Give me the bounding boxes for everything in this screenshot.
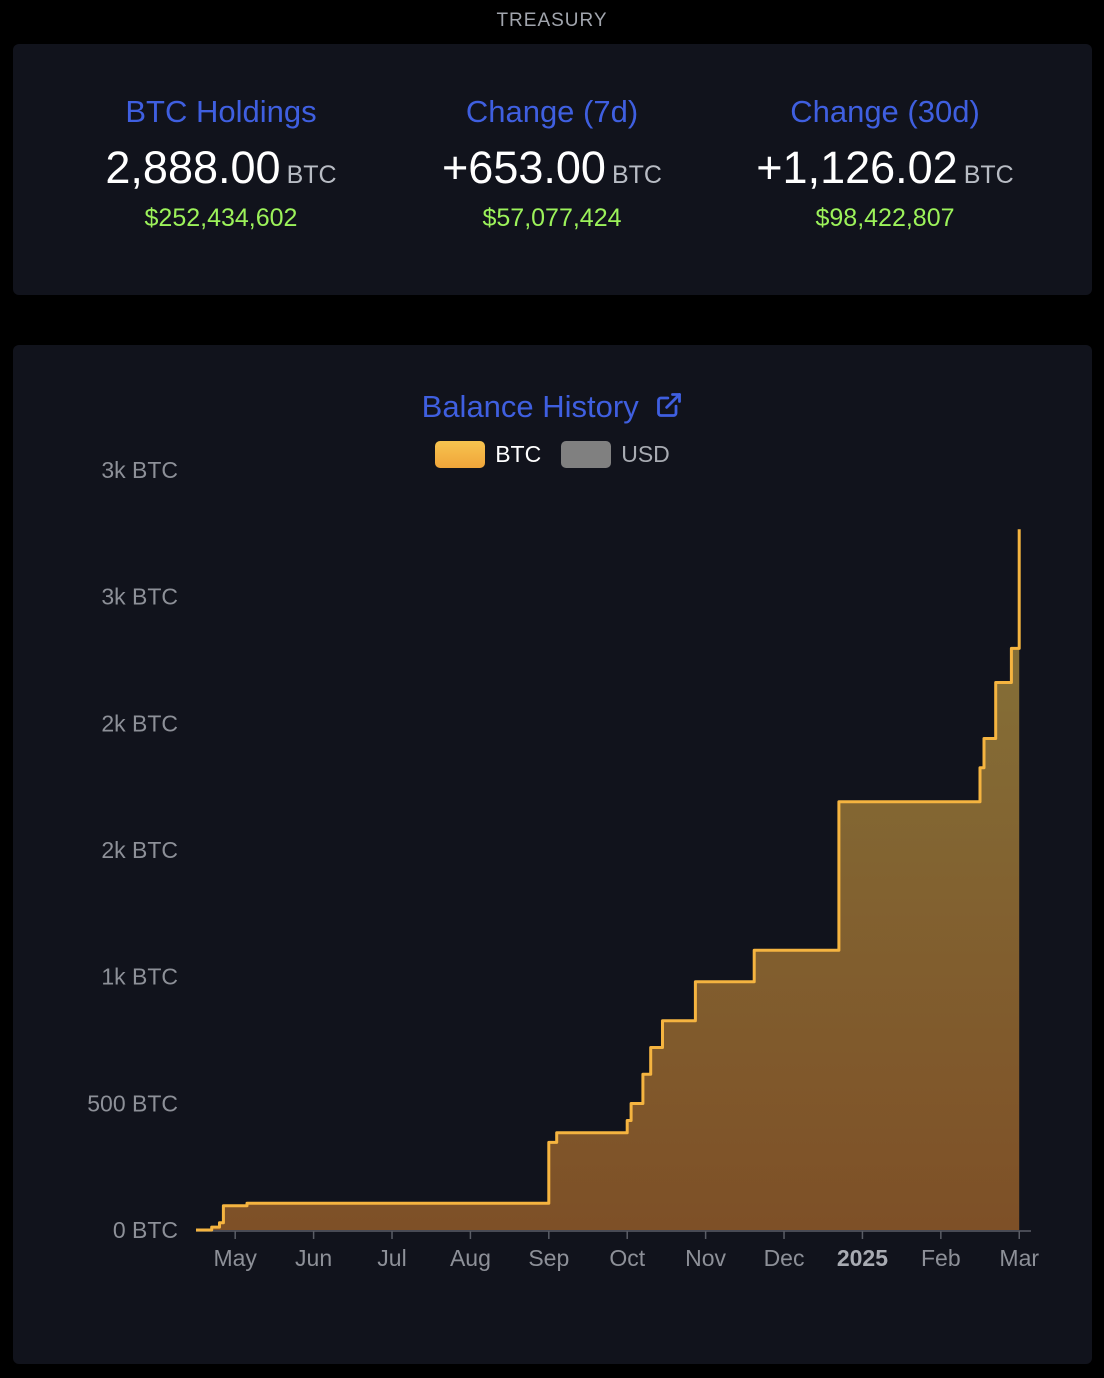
stat-value-row: +1,126.02 BTC (720, 142, 1050, 194)
stat-unit: BTC (963, 161, 1014, 189)
stat-change-7d: Change (7d) +653.00 BTC $57,077,424 (387, 44, 717, 233)
x-tick-label: Jun (295, 1245, 332, 1271)
stat-title[interactable]: BTC Holdings (125, 94, 317, 129)
external-link-icon[interactable] (655, 391, 683, 419)
stat-usd: $98,422,807 (815, 204, 955, 232)
stat-change-30d: Change (30d) +1,126.02 BTC $98,422,807 (720, 44, 1050, 233)
chart-title-link[interactable]: Balance History (13, 389, 1092, 425)
stat-value-row: +653.00 BTC (387, 142, 717, 194)
x-tick-label: May (213, 1245, 257, 1271)
legend-item-usd[interactable]: USD (561, 441, 670, 468)
section-label: TREASURY (496, 10, 608, 31)
y-tick-label: 3k BTC (101, 584, 178, 610)
stat-usd: $57,077,424 (482, 204, 622, 232)
legend-swatch-usd (561, 441, 612, 468)
legend-label-btc: BTC (495, 441, 542, 467)
stat-value: 2,888.00 (105, 142, 281, 193)
btc-series-line (196, 529, 1021, 1232)
y-tick-label: 3k BTC (101, 457, 178, 483)
y-tick-label: 0 BTC (113, 1217, 178, 1243)
x-tick-label: Aug (450, 1245, 491, 1271)
chart-title: Balance History (421, 389, 639, 424)
x-tick-label: Dec (764, 1245, 805, 1271)
y-tick-label: 2k BTC (101, 837, 178, 863)
legend-swatch-btc (435, 441, 486, 468)
chart-legend: BTC USD (13, 441, 1092, 468)
stats-card: BTC Holdings 2,888.00 BTC $252,434,602 Ch… (13, 44, 1092, 295)
x-tick-label: Jul (377, 1245, 406, 1271)
balance-history-chart: 0 BTC 500 BTC 1k BTC 2k BTC 2k BTC 3k BTC 3k B… (87, 457, 1039, 1271)
stat-unit: BTC (611, 161, 662, 189)
y-tick-label: 500 BTC (87, 1090, 178, 1116)
stat-btc-holdings: BTC Holdings 2,888.00 BTC $252,434,602 (56, 44, 386, 233)
legend-label-usd: USD (621, 441, 670, 467)
x-tick-label: Nov (685, 1245, 726, 1271)
btc-area-fill (196, 529, 1020, 1230)
x-tick-label: Sep (528, 1245, 569, 1271)
x-tick-label: Feb (921, 1245, 961, 1271)
x-tick-label: Mar (999, 1245, 1039, 1271)
stat-title[interactable]: Change (7d) (465, 94, 639, 129)
stat-unit: BTC (286, 161, 337, 189)
stat-usd: $252,434,602 (144, 204, 298, 232)
stat-title[interactable]: Change (30d) (790, 94, 980, 129)
y-tick-label: 2k BTC (101, 710, 178, 736)
stat-value: +653.00 (442, 142, 606, 193)
stat-value: +1,126.02 (756, 142, 958, 193)
stat-value-row: 2,888.00 BTC (56, 142, 386, 194)
x-tick-label: 2025 (837, 1245, 888, 1271)
y-tick-label: 1k BTC (101, 964, 178, 990)
x-tick-label: Oct (609, 1245, 645, 1271)
balance-history-card: Balance History BTC USD 0 BTC 500 BTC 1k B… (13, 345, 1092, 1364)
legend-item-btc[interactable]: BTC (435, 441, 541, 468)
